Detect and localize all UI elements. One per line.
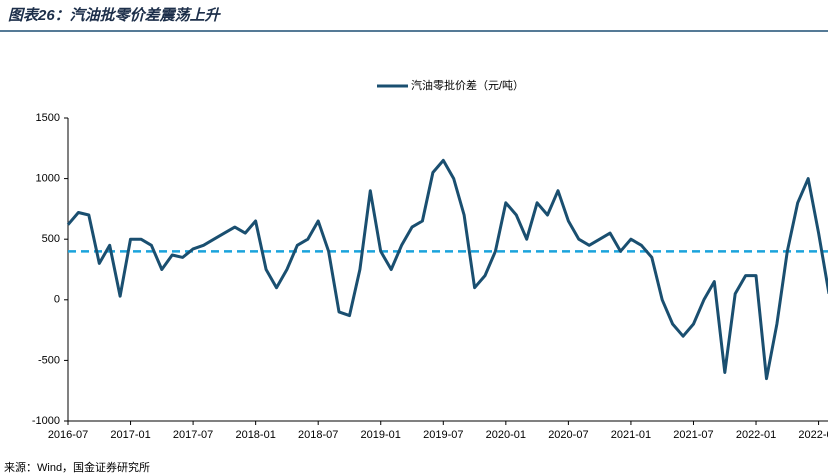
x-tick-label: 2021-07 [673, 429, 713, 441]
x-tick-label: 2019-01 [361, 429, 401, 441]
x-tick-label: 2022-01 [736, 429, 776, 441]
y-tick-label: 500 [42, 233, 60, 245]
x-tick-label: 2020-01 [486, 429, 526, 441]
x-tick-label: 2020-07 [548, 429, 588, 441]
x-tick-label: 2022-07 [798, 429, 828, 441]
chart-title: 图表26：汽油批零价差震荡上升 [8, 7, 222, 24]
x-tick-label: 2018-07 [298, 429, 338, 441]
x-tick-label: 2021-01 [611, 429, 651, 441]
y-tick-label: 1000 [36, 173, 60, 185]
data-line [66, 158, 828, 381]
y-tick-label: -1000 [32, 415, 60, 427]
x-tick-label: 2019-07 [423, 429, 463, 441]
x-tick-label: 2018-01 [235, 429, 275, 441]
legend-label: 汽油零批价差（元/吨） [411, 78, 524, 92]
x-tick-label: 2017-01 [110, 429, 150, 441]
x-tick-label: 2017-07 [173, 429, 213, 441]
y-tick-label: -500 [38, 354, 60, 366]
source-note: 来源：Wind，国金证券研究所 [4, 460, 150, 474]
x-tick-label: 2016-07 [48, 429, 88, 441]
y-tick-label: 1500 [36, 112, 60, 124]
y-tick-label: 0 [54, 294, 60, 306]
